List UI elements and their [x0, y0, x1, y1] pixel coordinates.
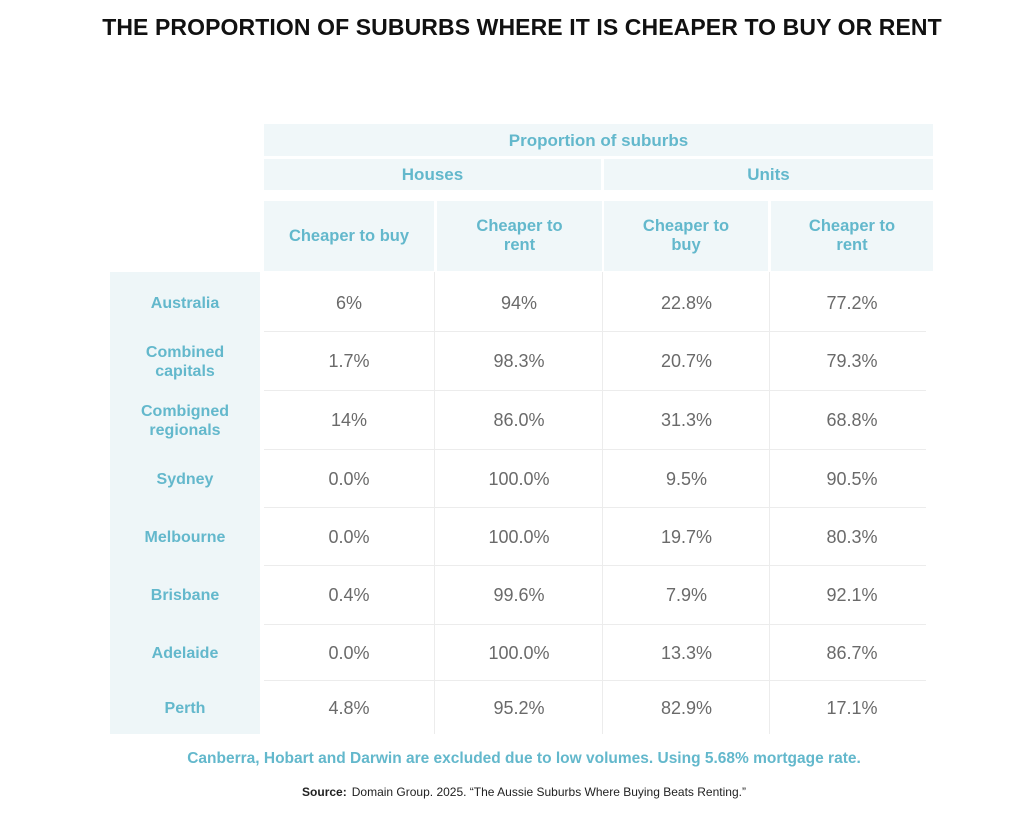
column-header: Cheaper to rent	[437, 201, 602, 271]
table-cell: 0.0%	[328, 527, 370, 547]
column-divider	[434, 272, 435, 734]
row-label: Australia	[150, 295, 220, 312]
table-cell: 14%	[330, 410, 368, 430]
table-cell: 94%	[500, 293, 538, 313]
table-cell: 31.3%	[660, 410, 713, 430]
table-cell: 86.7%	[826, 643, 878, 663]
footnote: Canberra, Hobart and Darwin are excluded…	[187, 750, 861, 767]
table-cell: 92.1%	[826, 585, 878, 605]
header-units: Units	[604, 159, 933, 190]
row-label: Perth	[164, 699, 206, 717]
column-header: Cheaper to buy	[264, 201, 434, 271]
header-group-title: Proportion of suburbs	[264, 124, 933, 156]
table-cell: 20.7%	[660, 351, 713, 371]
column-divider	[602, 272, 603, 734]
row-divider	[264, 449, 926, 450]
table-cell: 7.9%	[665, 585, 708, 605]
table-cell: 100.0%	[488, 643, 550, 663]
row-label: Combigned regionals	[141, 402, 229, 439]
source-label: Source:	[302, 785, 347, 799]
source-line: Source: Domain Group. 2025. “The Aussie S…	[0, 785, 1024, 799]
row-label: Combined capitals	[145, 343, 225, 380]
table-cell: 77.2%	[826, 293, 878, 313]
table-cell: 90.5%	[826, 469, 878, 489]
table-cell: 98.3%	[493, 351, 545, 371]
table-cell: 1.7%	[328, 351, 370, 371]
table-cell: 13.3%	[660, 643, 713, 663]
row-label: Brisbane	[150, 587, 220, 604]
table-cell: 99.6%	[493, 585, 545, 605]
table-cell: 0.4%	[328, 585, 370, 605]
source-text: Domain Group. 2025. “The Aussie Suburbs …	[351, 785, 746, 799]
column-header: Cheaper to buy	[604, 201, 768, 271]
row-label: Melbourne	[144, 529, 226, 546]
column-divider	[769, 272, 770, 734]
table-cell: 19.7%	[660, 527, 713, 547]
table-cell: 22.8%	[660, 293, 713, 313]
row-label-column	[110, 272, 260, 734]
table-cell: 100.0%	[488, 469, 550, 489]
table-cell: 80.3%	[826, 527, 878, 547]
column-header: Cheaper to rent	[771, 201, 933, 271]
table-cell: 100.0%	[488, 527, 550, 547]
row-label: Adelaide	[151, 645, 219, 662]
row-divider	[264, 507, 926, 508]
row-divider	[264, 390, 926, 391]
table-cell: 6%	[335, 293, 362, 313]
row-divider	[264, 565, 926, 566]
table-cell: 0.0%	[328, 643, 370, 663]
table-cell: 4.8%	[328, 697, 370, 718]
table-cell: 95.2%	[493, 697, 545, 718]
header-houses: Houses	[264, 159, 601, 190]
table-cell: 82.9%	[660, 697, 713, 718]
table-cell: 79.3%	[826, 351, 878, 371]
row-label: Sydney	[156, 471, 214, 488]
table-cell: 68.8%	[826, 410, 878, 430]
row-divider	[264, 331, 926, 332]
row-divider	[264, 624, 926, 625]
page-title: THE PROPORTION OF SUBURBS WHERE IT IS CH…	[102, 14, 942, 40]
table-cell: 9.5%	[665, 469, 708, 489]
table-cell: 0.0%	[328, 469, 370, 489]
table-cell: 17.1%	[826, 697, 878, 718]
row-divider	[264, 680, 926, 681]
table-cell: 86.0%	[493, 410, 545, 430]
